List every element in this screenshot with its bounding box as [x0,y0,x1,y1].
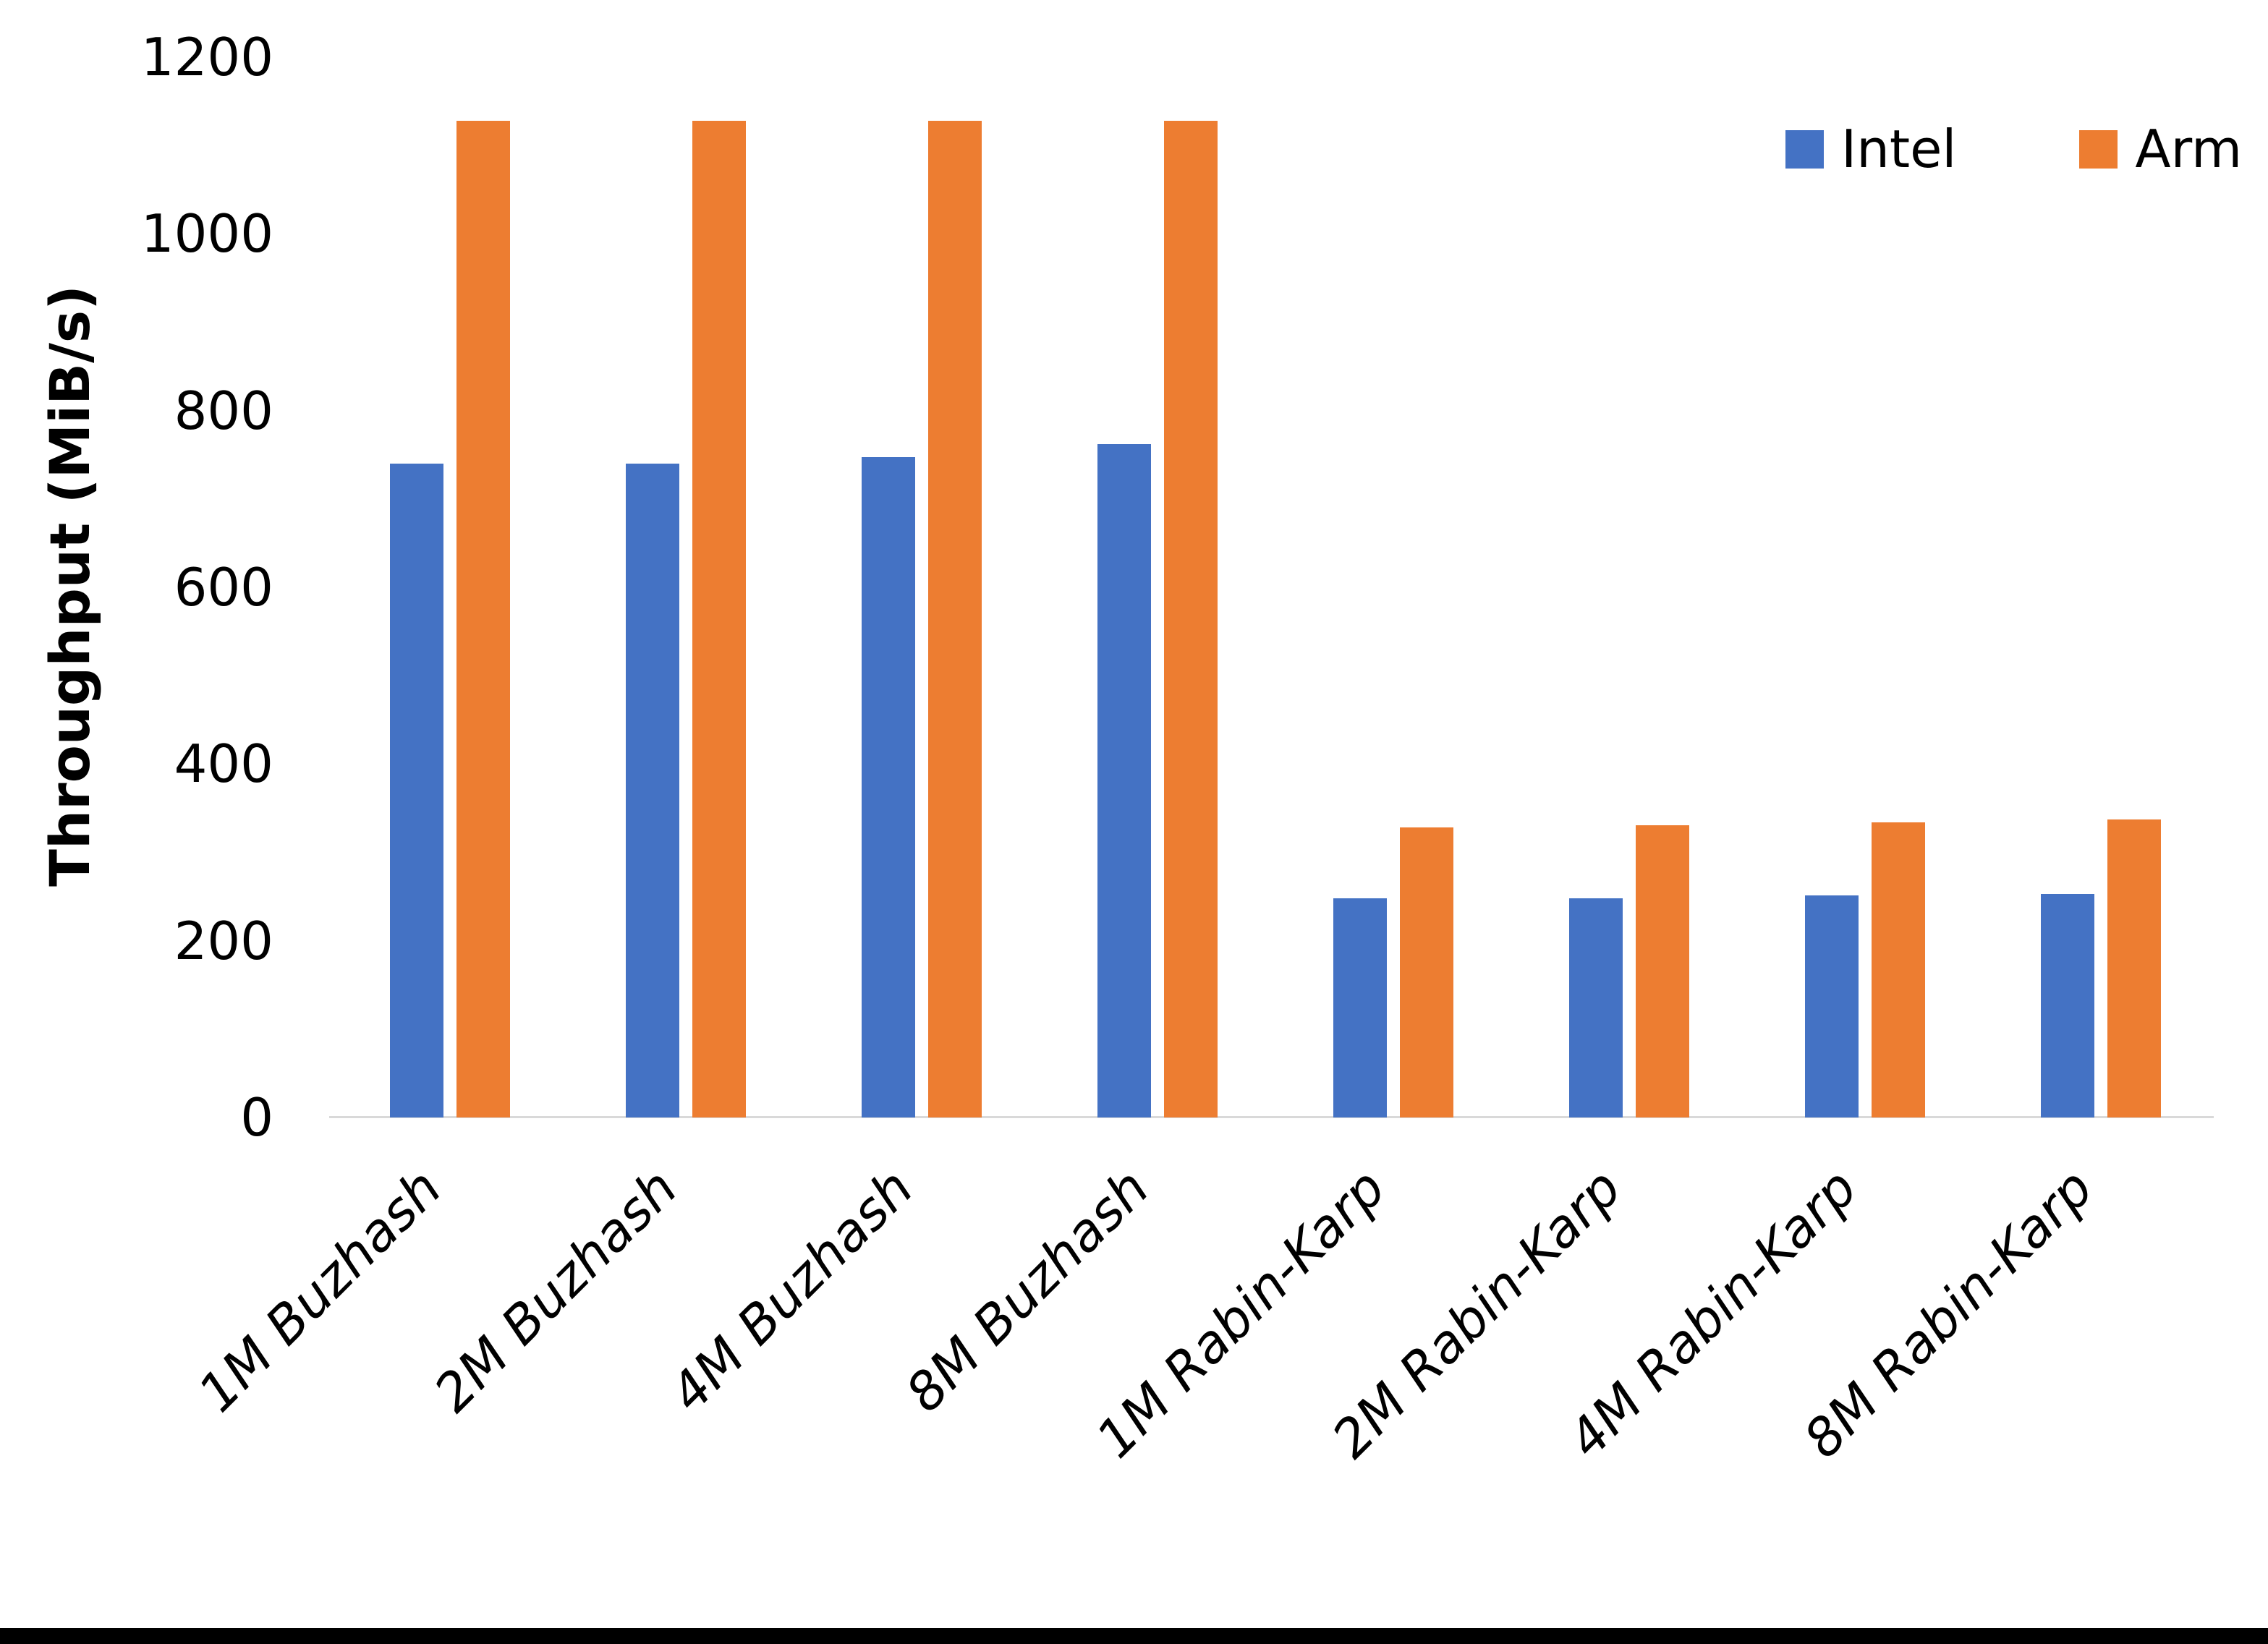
y-tick-label-800: 800 [174,380,273,441]
x-axis-line [329,1116,2214,1118]
y-tick-label-1000: 1000 [140,203,273,265]
bar-arm-2m-rabin-karp [1636,825,1689,1117]
bar-arm-1m-rabin-karp [1400,827,1453,1117]
x-category-label-4m-buzhash: 4M Buzhash [658,1157,925,1424]
x-category-label-2m-buzhash: 2M Buzhash [422,1157,689,1424]
bar-intel-1m-buzhash [390,464,443,1117]
bar-arm-2m-buzhash [692,121,746,1117]
x-category-label-1m-buzhash: 1M Buzhash [187,1157,454,1424]
x-category-label-8m-buzhash: 8M Buzhash [894,1157,1161,1424]
legend-item-arm: Arm [2079,119,2243,179]
legend: Intel Arm [1785,119,2243,179]
legend-swatch-arm [2079,130,2118,169]
bar-arm-8m-buzhash [1164,121,1218,1117]
bar-arm-4m-rabin-karp [1872,822,1925,1117]
bar-intel-8m-rabin-karp [2041,894,2094,1117]
bottom-border-line [0,1628,2268,1644]
bar-intel-8m-buzhash [1097,444,1151,1117]
legend-label-arm: Arm [2135,119,2243,179]
y-tick-label-400: 400 [174,733,273,795]
bar-intel-4m-rabin-karp [1805,895,1859,1117]
legend-swatch-intel [1785,130,1824,169]
legend-item-intel: Intel [1785,119,1957,179]
y-tick-label-0: 0 [240,1087,273,1148]
y-tick-label-200: 200 [174,910,273,971]
legend-label-intel: Intel [1841,119,1957,179]
bar-intel-4m-buzhash [862,457,915,1117]
y-tick-label-1200: 1200 [140,26,273,88]
bar-arm-1m-buzhash [456,121,510,1117]
bar-arm-8m-rabin-karp [2107,819,2161,1117]
bar-intel-1m-rabin-karp [1333,898,1387,1117]
bar-intel-2m-buzhash [626,464,679,1117]
bar-intel-2m-rabin-karp [1569,898,1623,1117]
y-tick-label-600: 600 [174,556,273,618]
bar-arm-4m-buzhash [928,121,982,1117]
